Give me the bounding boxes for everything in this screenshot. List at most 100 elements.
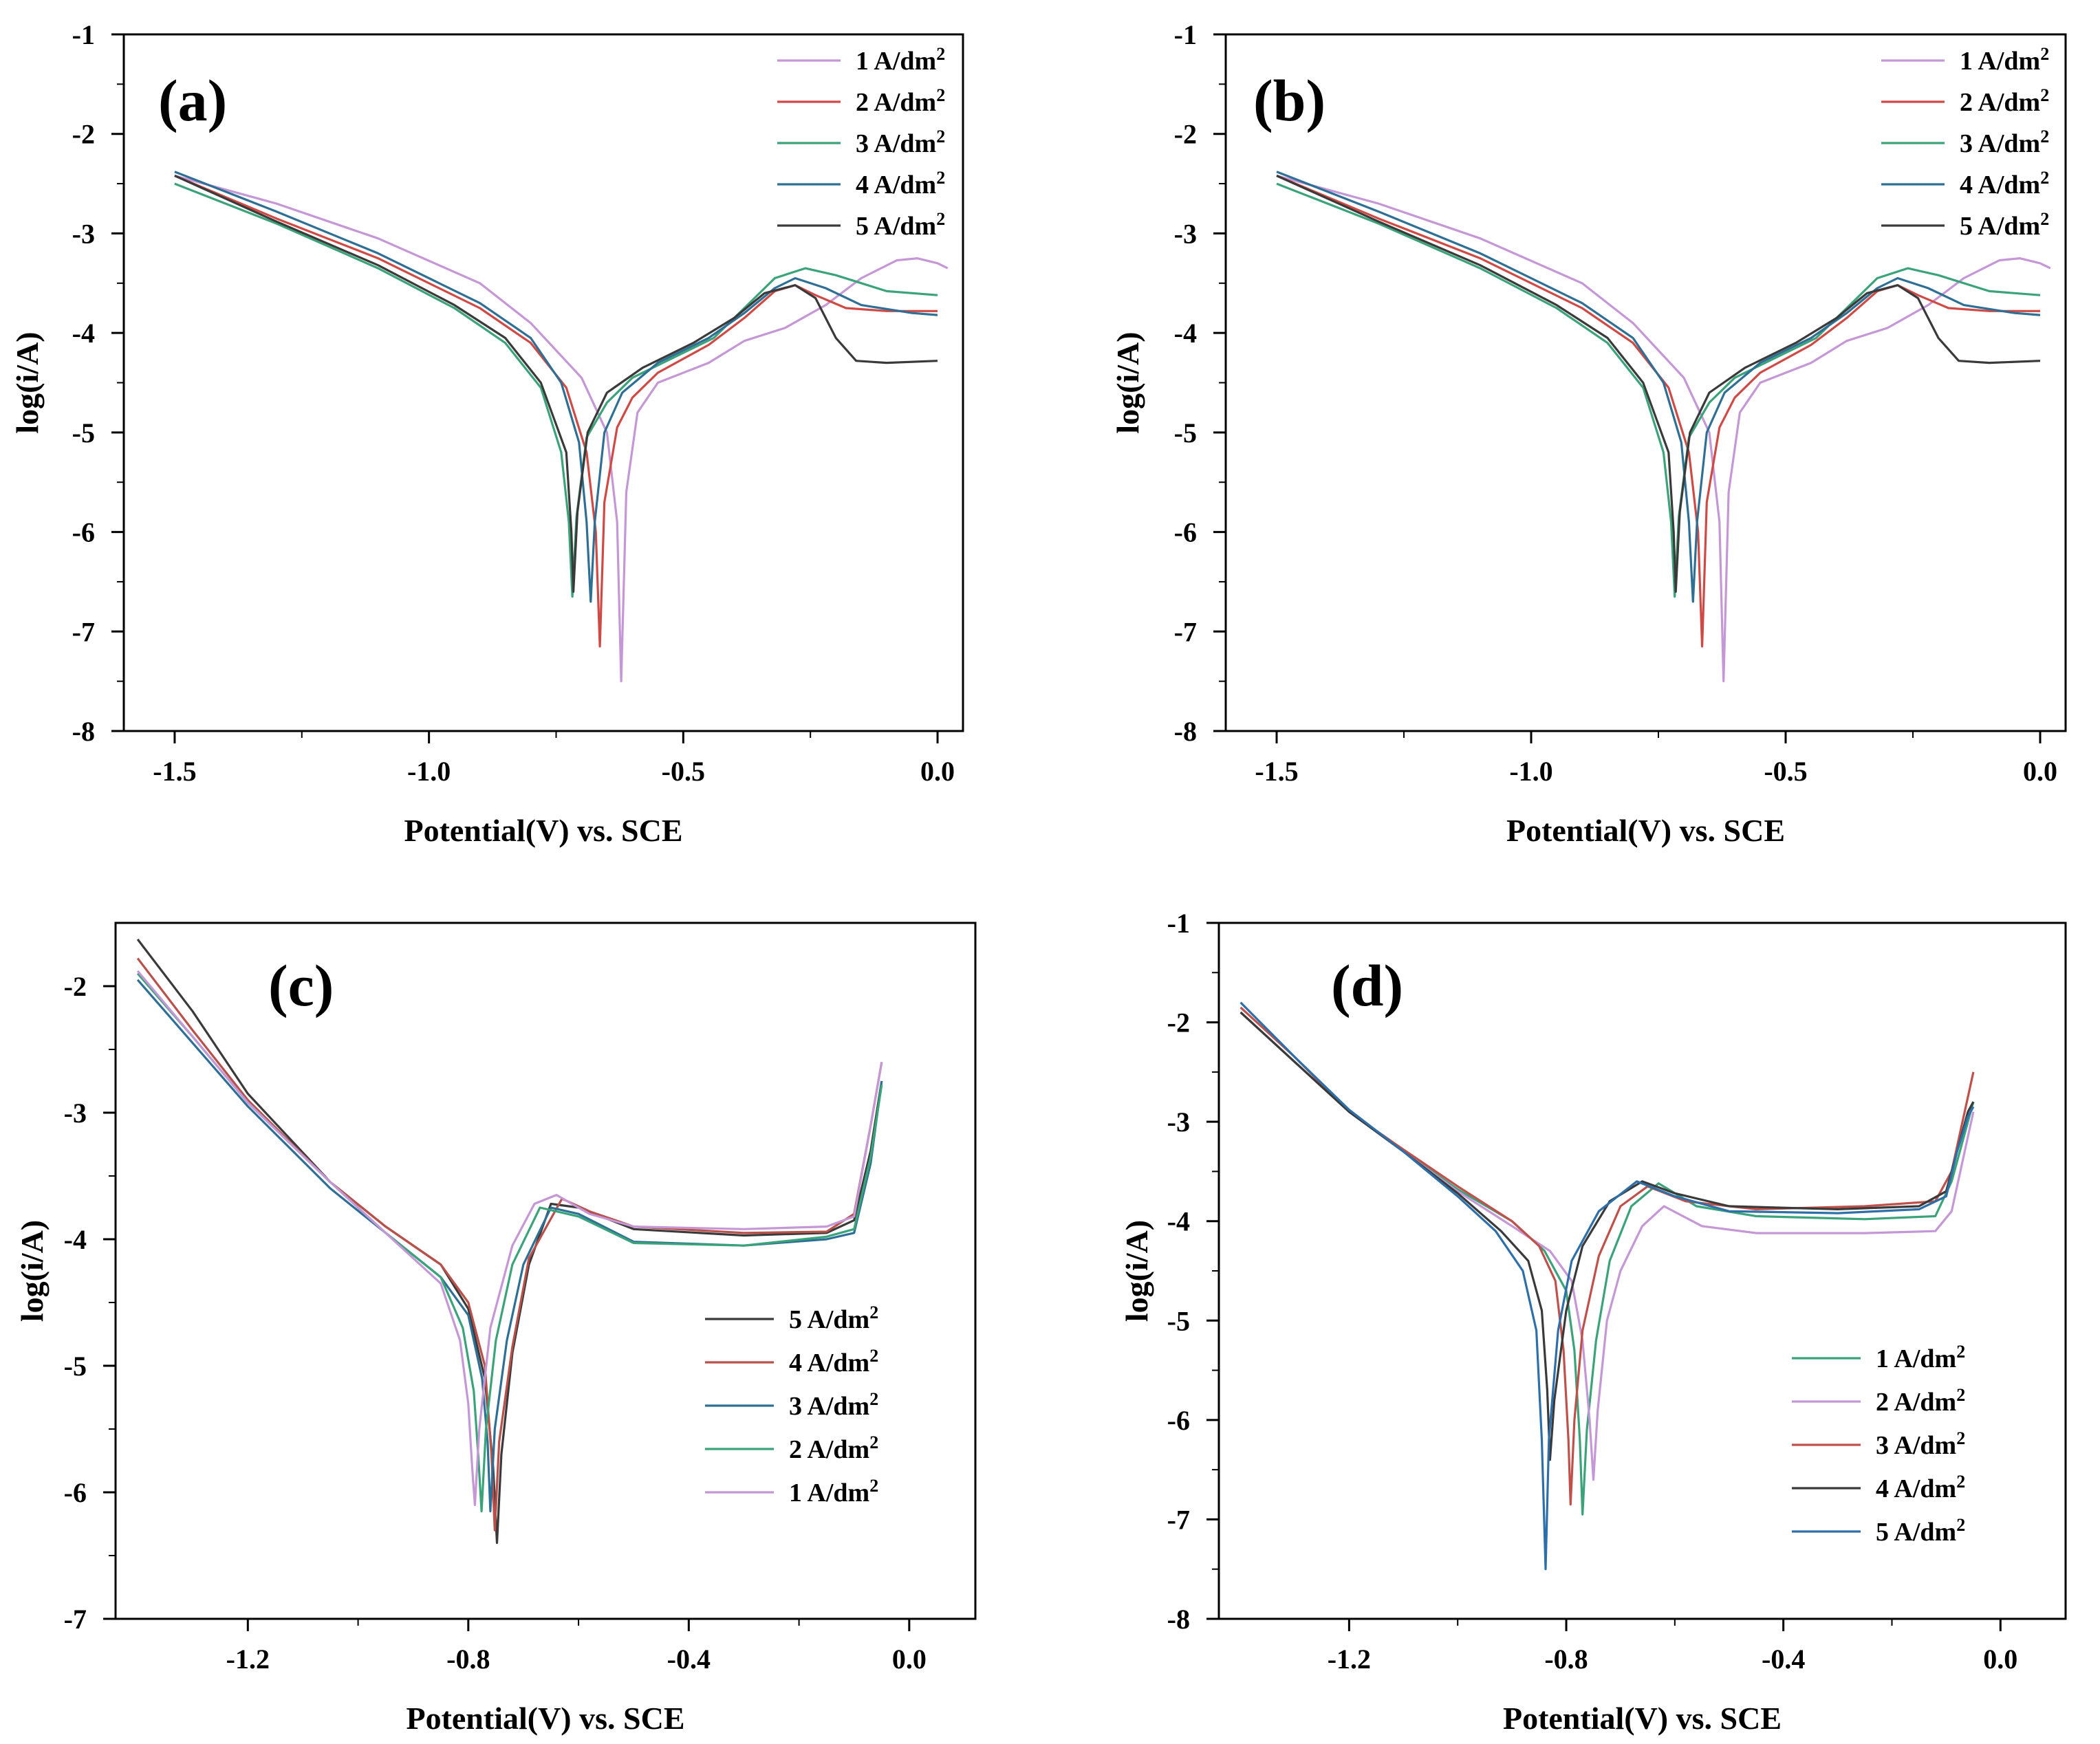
x-tick-label: 0.0 [892, 1644, 927, 1675]
legend: 1 A/dm2 2 A/dm2 3 A/dm2 4 A/dm2 5 A/dm2 [777, 44, 945, 241]
y-axis-title: log(i/A) [10, 331, 45, 433]
x-tick-label: -0.8 [446, 1644, 490, 1675]
series-line-3 [174, 182, 938, 598]
legend-label: 2 A/dm2 [1876, 1385, 1965, 1417]
y-axis-title: log(i/A) [1110, 331, 1145, 433]
series-line-1 [136, 938, 883, 1545]
series-line-3 [1276, 182, 2041, 598]
x-tick-label: -1.0 [407, 756, 451, 787]
series-line-3 [136, 979, 883, 1513]
series-line-2 [136, 957, 883, 1532]
legend: 1 A/dm2 2 A/dm2 3 A/dm2 4 A/dm2 5 A/dm2 [1881, 44, 2049, 241]
y-tick-label: -2 [1167, 1007, 1190, 1038]
legend-superscript: 2 [1956, 1385, 1965, 1405]
y-tick-label: -7 [72, 616, 95, 647]
legend-label: 2 A/dm2 [1960, 85, 2049, 117]
y-tick-label: -2 [1174, 119, 1197, 150]
y-tick-label: -3 [1174, 218, 1197, 249]
y-tick-label: -2 [72, 119, 95, 150]
legend: 5 A/dm2 4 A/dm2 3 A/dm2 2 A/dm2 1 A/dm2 [705, 1302, 878, 1507]
y-tick-label: -4 [64, 1224, 87, 1255]
legend: 1 A/dm2 2 A/dm2 3 A/dm2 4 A/dm2 5 A/dm2 [1792, 1342, 1965, 1547]
x-tick-label: -0.8 [1544, 1644, 1588, 1675]
y-tick-label: -3 [64, 1098, 87, 1129]
y-axis-title: log(i/A) [1119, 1220, 1154, 1322]
chart-panel-3: -1.2 -0.8 -0.4 0.0 -7 -6 -5 -4 -3 -2 Potential(V) … [14, 922, 977, 1736]
y-tick-label: -6 [64, 1477, 87, 1508]
legend-superscript: 2 [936, 209, 945, 229]
series-line-4 [174, 171, 938, 603]
y-tick-label: -3 [72, 218, 95, 249]
y-tick-label: -8 [1174, 716, 1197, 747]
legend-label: 5 A/dm2 [856, 209, 945, 241]
legend-label: 5 A/dm2 [1876, 1515, 1965, 1547]
x-axis-title: Potential(V) vs. SCE [404, 813, 682, 848]
y-tick-label: -6 [1167, 1405, 1190, 1436]
y-tick-label: -6 [72, 517, 95, 548]
series-line-5 [136, 970, 883, 1506]
plot-frame [122, 33, 964, 732]
legend-label: 3 A/dm2 [1876, 1428, 1965, 1460]
x-tick-label: -1.5 [1255, 756, 1298, 787]
series-line-4 [1240, 1011, 1975, 1461]
series-line-1 [174, 174, 949, 683]
panel-label: (b) [1253, 67, 1325, 133]
plot-frame [114, 922, 977, 1620]
legend-label: 5 A/dm2 [1960, 209, 2049, 241]
legend-label: 3 A/dm2 [1960, 127, 2049, 158]
plot-frame [1224, 33, 2067, 732]
y-tick-label: -7 [1167, 1504, 1190, 1535]
legend-label: 1 A/dm2 [1876, 1342, 1965, 1373]
panel-label: (c) [268, 952, 334, 1018]
series-line-1 [1240, 1011, 1975, 1516]
series-line-4 [1276, 171, 2041, 603]
x-axis-title: Potential(V) vs. SCE [1506, 813, 1785, 848]
y-tick-label: -5 [1167, 1305, 1190, 1336]
legend-label: 2 A/dm2 [856, 85, 945, 117]
legend-superscript: 2 [2040, 127, 2049, 146]
x-tick-label: -1.2 [1328, 1644, 1371, 1675]
legend-label: 3 A/dm2 [789, 1389, 878, 1421]
x-tick-label: -0.4 [667, 1644, 711, 1675]
legend-label: 4 A/dm2 [789, 1346, 878, 1377]
chart-panel-2: -1.5 -1.0 -0.5 0.0 -8 -7 -6 -5 -4 -3 -2 -1 Potential… [1110, 19, 2067, 848]
legend-superscript: 2 [869, 1476, 878, 1496]
y-tick-label: -8 [1167, 1604, 1190, 1635]
legend-superscript: 2 [936, 168, 945, 188]
series-line-5 [1276, 175, 2041, 593]
series-line-2 [1240, 1011, 1975, 1481]
legend-label: 4 A/dm2 [1876, 1472, 1965, 1503]
legend-label: 5 A/dm2 [789, 1302, 878, 1334]
legend-label: 4 A/dm2 [1960, 168, 2049, 199]
series-line-2 [174, 175, 938, 648]
series-line-2 [1276, 175, 2040, 648]
series-line-5 [1240, 1001, 1975, 1571]
plot-frame [1217, 922, 2067, 1620]
y-tick-label: -2 [64, 971, 87, 1002]
y-tick-label: -6 [1174, 517, 1197, 548]
legend-label: 4 A/dm2 [856, 168, 945, 199]
y-tick-label: -1 [1174, 19, 1197, 50]
legend-superscript: 2 [869, 1346, 878, 1366]
y-tick-label: -5 [72, 417, 95, 448]
x-tick-label: 0.0 [2023, 756, 2057, 787]
series-line-3 [1240, 1006, 1975, 1506]
legend-superscript: 2 [2040, 44, 2049, 64]
y-tick-label: -7 [1174, 616, 1197, 647]
x-tick-label: -0.5 [662, 756, 705, 787]
x-tick-label: 0.0 [1983, 1644, 2017, 1675]
x-tick-label: -0.5 [1764, 756, 1807, 787]
legend-superscript: 2 [2040, 209, 2049, 229]
x-tick-label: -1.0 [1509, 756, 1552, 787]
legend-superscript: 2 [869, 1302, 878, 1322]
x-tick-label: 0.0 [920, 756, 955, 787]
panel-label: (d) [1331, 952, 1403, 1018]
legend-superscript: 2 [936, 44, 945, 64]
y-tick-label: -4 [1167, 1206, 1190, 1237]
legend-label: 1 A/dm2 [789, 1476, 878, 1507]
series-line-5 [174, 175, 938, 593]
legend-label: 1 A/dm2 [856, 44, 945, 76]
legend-superscript: 2 [936, 85, 945, 105]
legend-superscript: 2 [1956, 1342, 1965, 1362]
